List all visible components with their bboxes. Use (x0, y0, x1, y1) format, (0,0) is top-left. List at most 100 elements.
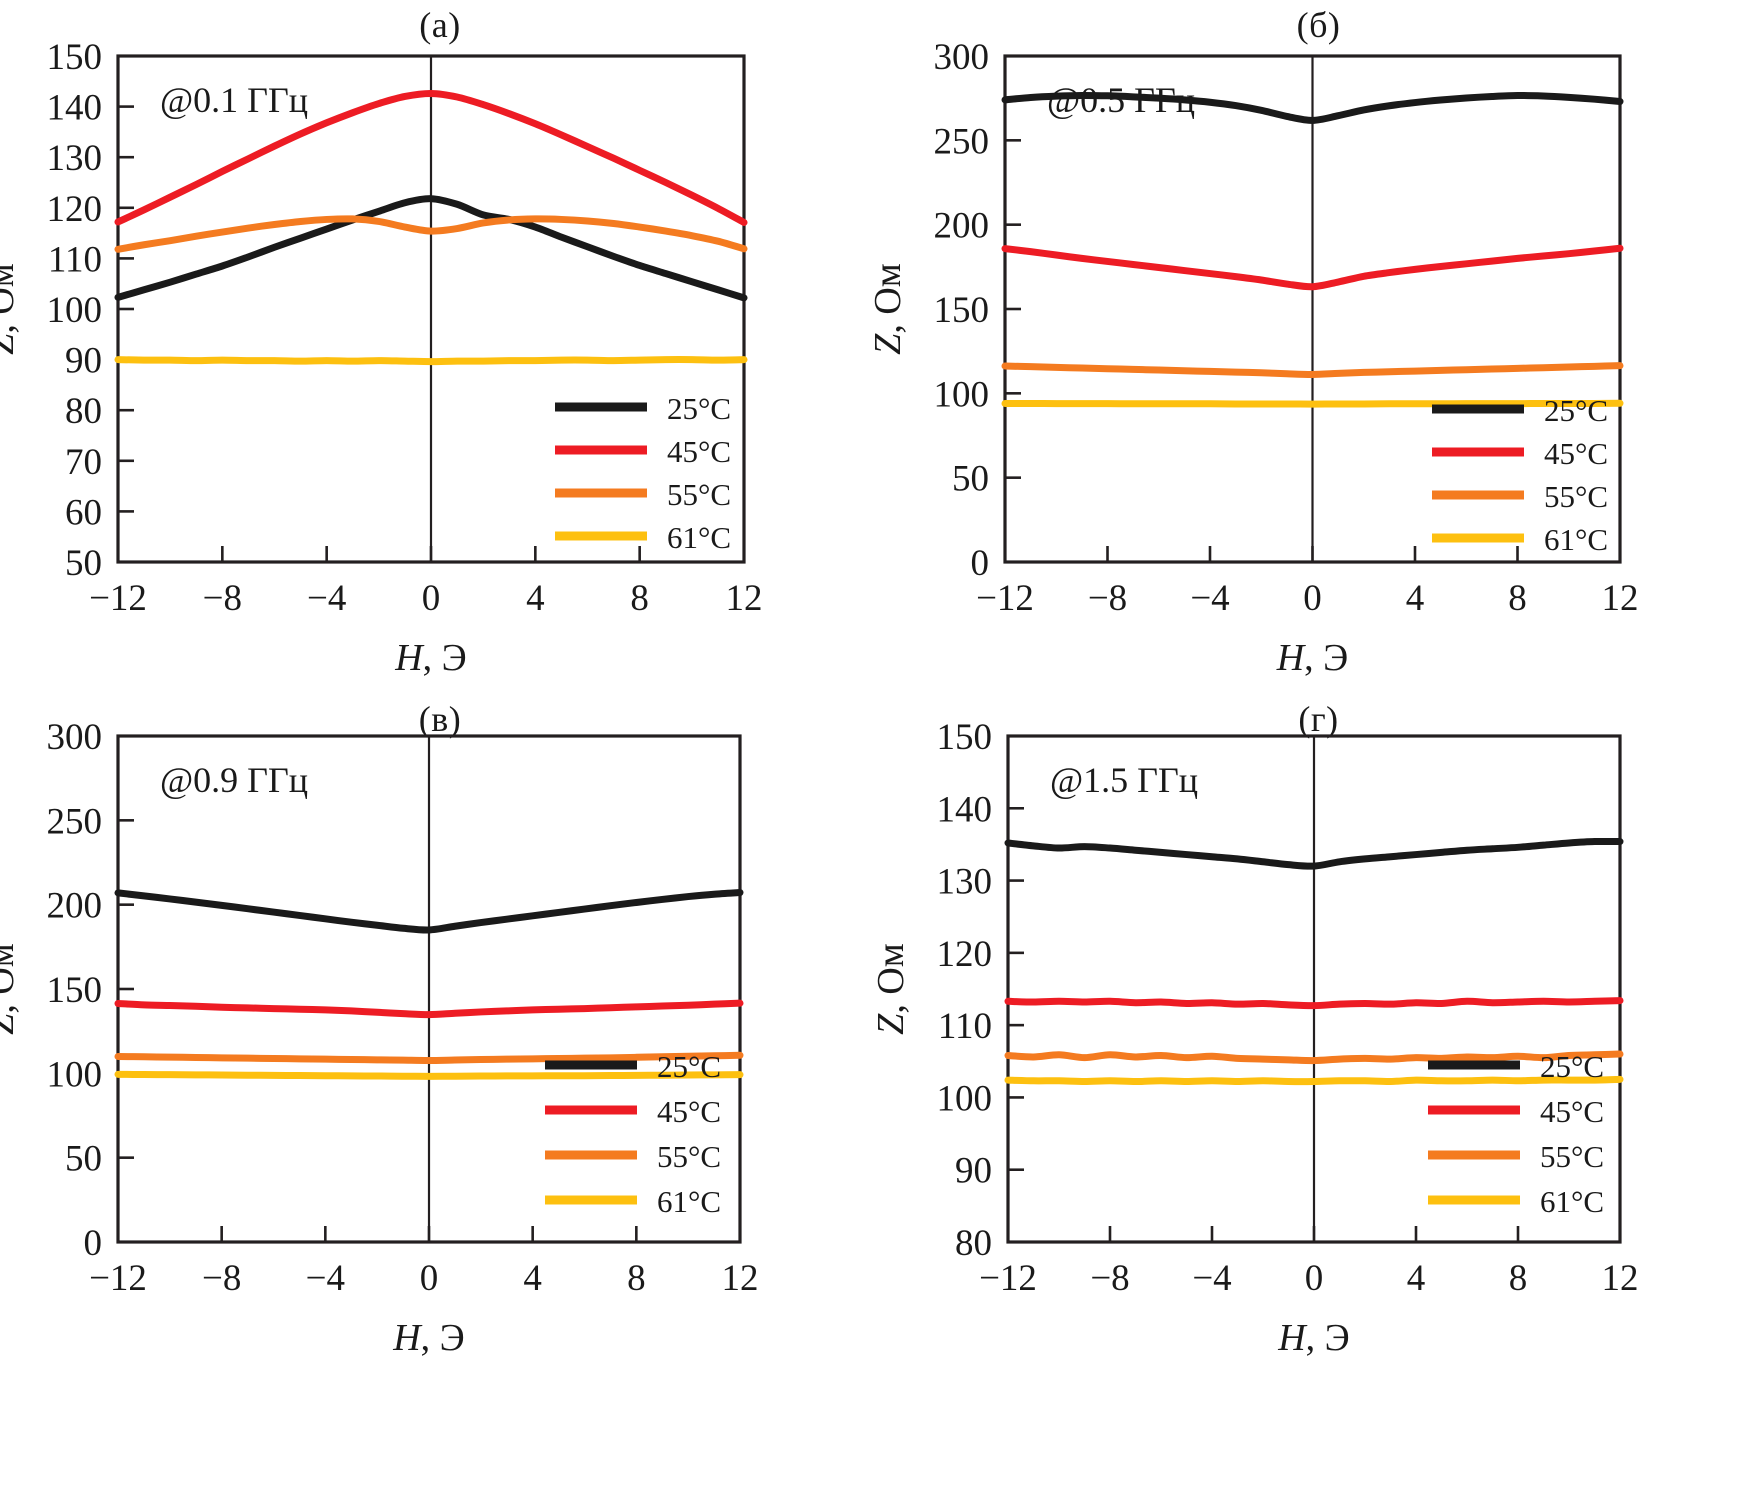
y-tick-label: 90 (65, 341, 102, 382)
y-tick-label: 80 (65, 391, 102, 432)
legend-label-61C: 61°C (1544, 522, 1608, 557)
x-tick-label: −12 (979, 1258, 1037, 1299)
x-tick-label: 4 (523, 1258, 542, 1299)
x-tick-label: 8 (1508, 578, 1527, 619)
series-line-25C (1001, 91, 1624, 124)
y-tick-label: 60 (65, 492, 102, 533)
legend-label-45C: 45°C (1540, 1094, 1604, 1129)
legend-label-45C: 45°C (657, 1094, 721, 1129)
x-tick-label: 4 (526, 578, 545, 619)
series-line-25C (114, 889, 744, 934)
frequency-annotation: @0.1 ГГц (160, 80, 308, 120)
y-tick-label: 50 (65, 1139, 102, 1180)
x-tick-label: −8 (1090, 1258, 1129, 1299)
y-tick-label: 200 (47, 886, 103, 927)
panel-g-title: (г) (1298, 699, 1339, 739)
svg-text:Z, Ом: Z, Ом (0, 263, 22, 355)
panel-g: (г) 80 90 100 110 120 130 140 150 −12 −8 −4 0 4 8 12 H,… (870, 690, 1757, 1496)
series-line-45C (114, 999, 744, 1019)
x-axis-title: H, Э (1277, 1317, 1350, 1359)
y-tick-label: 70 (65, 442, 102, 483)
y-tick-label: 300 (47, 717, 103, 758)
legend-label-25C: 25°C (667, 391, 731, 426)
y-tick-label: 50 (952, 459, 989, 500)
legend-label-61C: 61°C (1540, 1184, 1604, 1219)
y-tick-label: 250 (934, 121, 990, 162)
y-tick-label: 110 (48, 239, 102, 280)
y-tick-label: 80 (955, 1223, 992, 1264)
x-axis-title: H, Э (1276, 637, 1349, 679)
y-tick-label: 150 (937, 717, 993, 758)
x-tick-label: −4 (1192, 1258, 1231, 1299)
legend-label-55C: 55°C (1540, 1139, 1604, 1174)
series-line-61C (1001, 399, 1624, 408)
y-tick-label: 140 (937, 789, 993, 830)
y-tick-label: 150 (934, 290, 990, 331)
y-tick-label: 250 (47, 801, 103, 842)
legend-label-45C: 45°C (667, 434, 731, 469)
y-tick-label: 130 (937, 862, 993, 903)
panel-v-plot: 0 50 100 150 200 250 300 −12 −8 −4 0 4 8 12 H, Э Z, Ом @… (0, 717, 759, 1359)
series-line-55C (1001, 362, 1624, 378)
x-tick-label: 0 (1303, 578, 1322, 619)
y-tick-label: 140 (47, 88, 103, 129)
x-tick-label: 12 (726, 578, 763, 619)
y-axis-title: Z, Ом (870, 943, 912, 1035)
y-tick-label: 0 (84, 1223, 103, 1264)
y-tick-label: 100 (934, 374, 990, 415)
legend-label-55C: 55°C (657, 1139, 721, 1174)
x-tick-label: −4 (1190, 578, 1229, 619)
x-tick-label: 8 (1509, 1258, 1528, 1299)
y-tick-label: 300 (934, 37, 990, 78)
panel-g-plot: 80 90 100 110 120 130 140 150 −12 −8 −4 0 4 8 12 H, Э Z,… (870, 717, 1639, 1359)
y-tick-label: 150 (47, 37, 103, 78)
y-tick-label: 0 (971, 543, 990, 584)
x-axis-title: H, Э (394, 637, 467, 679)
series-line-25C (114, 195, 748, 302)
y-tick-label: 120 (47, 189, 103, 230)
panel-a: (a) 50 60 70 80 90 100 110 120 130 140 150 −12 −8 −4 0… (0, 0, 880, 690)
x-tick-label: −12 (976, 578, 1034, 619)
x-tick-label: 12 (1602, 1258, 1639, 1299)
series-line-55C (114, 1051, 744, 1065)
legend-label-25C: 25°C (1544, 393, 1608, 428)
legend-label-61C: 61°C (667, 520, 731, 555)
panel-v: (в) 0 50 100 150 200 250 300 −12 −8 −4 0 4 8 12 H, Э Z,… (0, 690, 880, 1496)
series-line-61C (114, 1070, 744, 1080)
y-axis-title: Z, Ом (0, 943, 22, 1035)
x-tick-label: 0 (422, 578, 441, 619)
x-tick-label: 8 (627, 1258, 646, 1299)
panel-a-plot: 50 60 70 80 90 100 110 120 130 140 150 −12 −8 −4 0 4 8 12… (0, 37, 763, 679)
x-tick-label: −12 (89, 1258, 147, 1299)
series-line-25C (1004, 837, 1624, 870)
legend-label-55C: 55°C (1544, 479, 1608, 514)
x-tick-label: −8 (202, 1258, 241, 1299)
x-tick-label: −8 (203, 578, 242, 619)
frequency-annotation: @1.5 ГГц (1050, 760, 1198, 800)
y-tick-label: 100 (937, 1078, 993, 1119)
x-tick-label: −4 (306, 1258, 345, 1299)
y-tick-label: 130 (47, 138, 103, 179)
x-tick-label: 12 (722, 1258, 759, 1299)
x-tick-label: 4 (1406, 578, 1425, 619)
y-tick-label: 90 (955, 1151, 992, 1192)
y-tick-label: 150 (47, 970, 103, 1011)
x-tick-label: 8 (630, 578, 649, 619)
y-tick-label: 100 (47, 1054, 103, 1095)
legend-label-55C: 55°C (667, 477, 731, 512)
y-tick-label: 200 (934, 206, 990, 247)
panel-b-title: (б) (1296, 5, 1341, 45)
series-line-45C (114, 89, 748, 226)
frequency-annotation: @0.9 ГГц (160, 760, 308, 800)
legend-label-25C: 25°C (657, 1049, 721, 1084)
x-tick-label: 4 (1407, 1258, 1426, 1299)
y-axis-title: Z, Ом (0, 263, 22, 355)
legend-label-25C: 25°C (1540, 1049, 1604, 1084)
series-line-45C (1004, 997, 1624, 1010)
panel-v-title: (в) (418, 699, 462, 739)
x-tick-label: −4 (307, 578, 346, 619)
series-line-61C (114, 356, 748, 366)
x-tick-label: 12 (1602, 578, 1639, 619)
series-line-55C (1004, 1050, 1624, 1065)
